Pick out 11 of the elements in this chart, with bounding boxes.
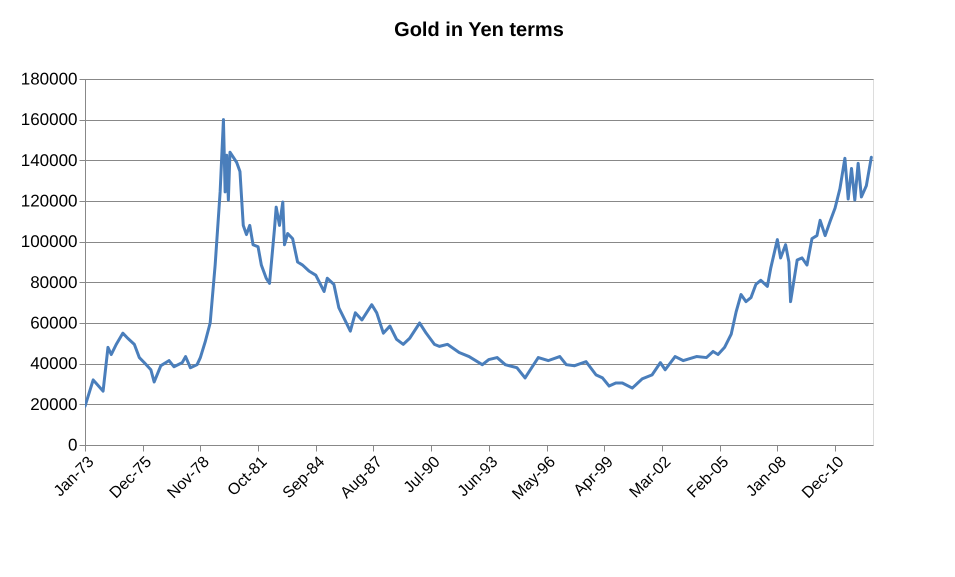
y-tick-label: 0 [68, 436, 78, 454]
y-tick-label: 60000 [30, 314, 78, 332]
y-tick-label: 80000 [30, 272, 78, 292]
y-tick-label: 120000 [20, 192, 78, 210]
chart-title: Gold in Yen terms [394, 19, 564, 41]
y-tick-label: 160000 [20, 110, 78, 130]
y-tick-label: 40000 [30, 354, 78, 374]
y-tick-label: 140000 [20, 150, 78, 170]
y-tick-label: 180000 [20, 70, 78, 88]
y-tick-label: 20000 [30, 394, 78, 414]
y-tick-label: 100000 [20, 232, 78, 252]
